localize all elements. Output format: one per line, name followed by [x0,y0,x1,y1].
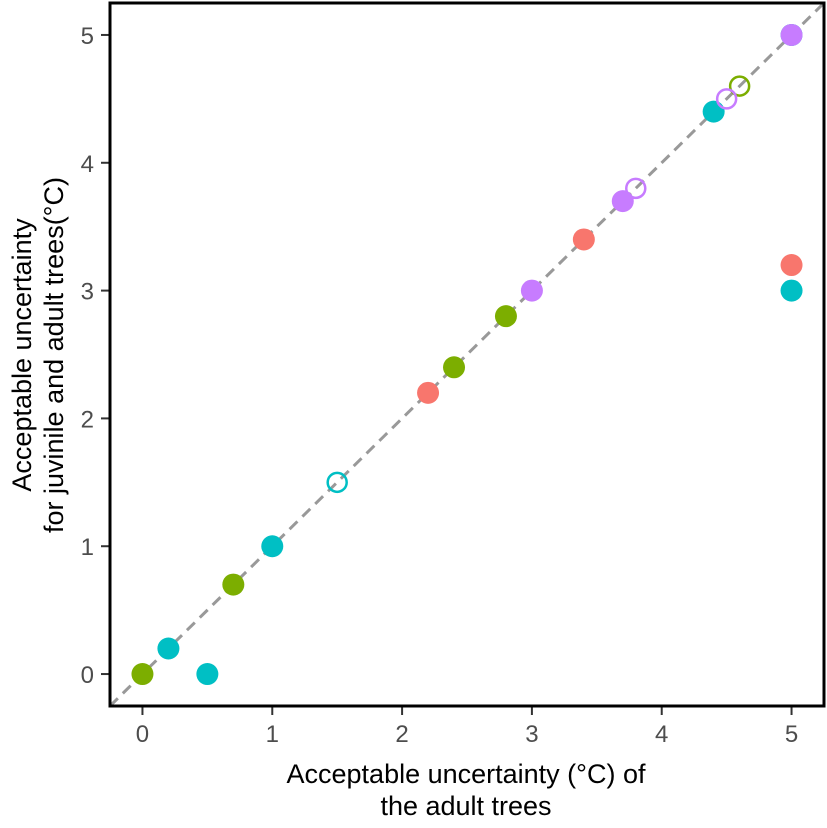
plot-panel-border [108,1,826,708]
axes-layer: 0 1 2 3 4 5 0 1 2 3 4 5 [81,23,799,748]
data-point-purple-hollow [715,88,738,110]
x-axis-title-line-2: the adult trees [380,791,551,821]
y-tick-label: 2 [81,406,94,433]
x-tick-label: 2 [395,721,408,748]
x-tick-label: 5 [785,721,798,748]
x-axis-title-line-1: Acceptable uncertainty (°C) of [287,759,646,789]
data-point-green [131,663,154,686]
x-tick-label: 3 [525,721,538,748]
y-tick-label: 4 [81,151,94,178]
data-point-purple-hollow [625,177,647,200]
y-axis-title-line-1: Acceptable uncertainty [7,218,37,492]
x-tick-label: 0 [136,721,149,748]
x-tick-label: 1 [266,721,279,748]
y-tick-label: 0 [81,662,94,689]
x-tick-label: 4 [655,721,668,748]
data-point-purple [780,23,803,46]
data-point-green [494,305,517,328]
data-point-cyan [157,637,180,660]
data-point-red [572,228,595,251]
data-point-cyan [780,279,803,302]
y-tick-label: 1 [81,534,94,561]
data-point-green [222,573,245,596]
data-point-red [417,381,440,404]
data-point-cyan [261,535,284,558]
y-tick-label: 3 [81,279,94,306]
data-point-cyan [702,100,725,123]
data-point-cyan-hollow [326,471,348,494]
data-point-red [780,254,803,277]
y-axis-title-line-2: for juvinile and adult trees(°C) [39,177,69,533]
data-point-green-hollow [728,75,751,97]
data-point-green [443,356,466,379]
data-point-purple [611,190,634,213]
y-tick-label: 5 [81,23,94,50]
data-point-purple [520,279,543,302]
data-point-cyan [196,663,219,686]
data-points-layer [131,23,803,686]
